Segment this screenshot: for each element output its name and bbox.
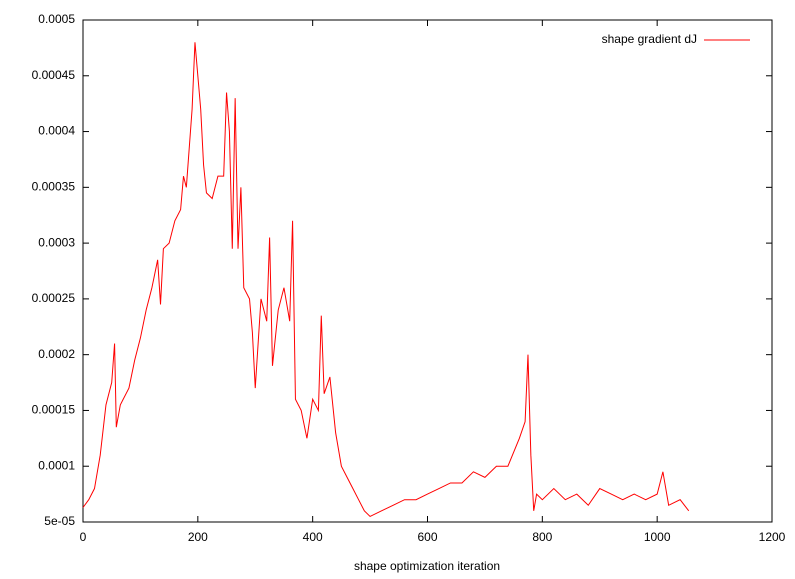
x-tick-label: 1000: [644, 530, 671, 544]
x-tick-label: 600: [417, 530, 437, 544]
data-line: [82, 42, 690, 518]
y-tick-label: 0.0004: [38, 124, 75, 138]
y-tick-label: 0.00045: [32, 68, 76, 82]
y-tick-label: 0.00025: [32, 291, 76, 305]
x-tick-label: 200: [188, 530, 208, 544]
plot-border: [82, 19, 773, 523]
x-tick-label: 800: [532, 530, 552, 544]
y-tick-label: 0.0005: [38, 12, 75, 26]
y-tick-label: 0.00015: [32, 403, 76, 417]
y-tick-label: 5e-05: [44, 514, 75, 528]
y-tick-label: 0.0003: [38, 235, 75, 249]
y-tick-label: 0.0001: [38, 458, 75, 472]
y-tick-label: 0.0002: [38, 347, 75, 361]
x-axis-label: shape optimization iteration: [354, 559, 500, 573]
x-tick-label: 1200: [759, 530, 786, 544]
legend-label: shape gradient dJ: [602, 32, 697, 46]
y-tick-label: 0.00035: [32, 180, 76, 194]
x-tick-label: 0: [80, 530, 87, 544]
x-tick-label: 400: [303, 530, 323, 544]
